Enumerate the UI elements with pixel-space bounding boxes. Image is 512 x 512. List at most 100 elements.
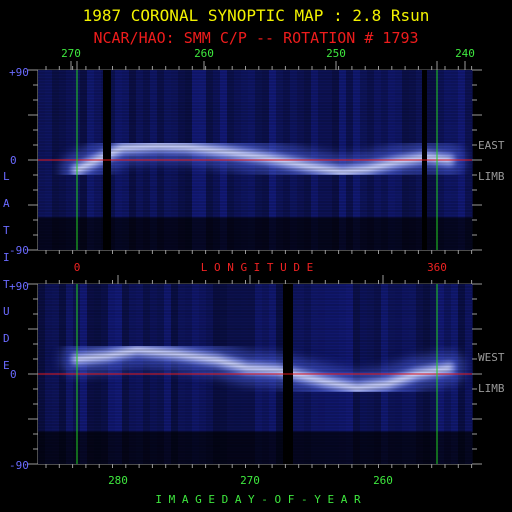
bottom-axis-label-0: 0 <box>74 261 81 274</box>
heatmap-column <box>66 70 74 218</box>
heatmap-column <box>374 70 382 218</box>
latitude-letter: E <box>3 359 10 372</box>
heatmap-column-shadow <box>311 217 319 250</box>
latitude-letter: I <box>3 251 10 264</box>
heatmap-column <box>367 70 375 218</box>
heatmap-column <box>374 284 382 432</box>
heatmap-column-shadow <box>45 431 53 464</box>
heatmap-column <box>388 284 396 432</box>
heatmap-column-shadow <box>283 217 291 250</box>
heatmap-column-shadow <box>143 217 151 250</box>
side-label-west: WEST <box>478 351 505 364</box>
heatmap-column-shadow <box>388 431 396 464</box>
heatmap-column <box>360 284 368 432</box>
heatmap-column-shadow <box>437 431 445 464</box>
heatmap-column-shadow <box>52 217 60 250</box>
y-tick-label-zero: 0 <box>10 154 17 167</box>
streamer-core <box>74 143 452 175</box>
heatmap-column-shadow <box>297 431 305 464</box>
heatmap-column-shadow <box>241 217 249 250</box>
y-tick-label-top: +90 <box>9 280 29 293</box>
heatmap-column-shadow <box>136 431 144 464</box>
side-label-limb: LIMB <box>478 170 505 183</box>
heatmap-column-shadow <box>164 431 172 464</box>
heatmap-column-shadow <box>409 431 417 464</box>
heatmap-column-shadow <box>241 431 249 464</box>
latitude-axis-label: L A T I T U D E <box>3 170 10 372</box>
heatmap-column <box>325 70 333 218</box>
heatmap-column-shadow <box>388 217 396 250</box>
heatmap-column <box>311 70 319 218</box>
heatmap-column-shadow <box>465 217 473 250</box>
heatmap-column-shadow <box>346 217 354 250</box>
heatmap-column <box>332 284 340 432</box>
heatmap-column-shadow <box>395 431 403 464</box>
heatmap-column-shadow <box>122 217 130 250</box>
heatmap-column <box>381 284 389 432</box>
day-of-year-axis-label: I M A G E D A Y - O F - Y E A R <box>155 493 361 506</box>
heatmap-column-shadow <box>269 217 277 250</box>
heatmap-column-shadow <box>374 217 382 250</box>
heatmap-column-shadow <box>108 431 116 464</box>
heatmap-column-shadow <box>164 217 172 250</box>
heatmap-column-shadow <box>409 217 417 250</box>
day-axis-label-260: 260 <box>373 474 393 487</box>
heatmap-column <box>465 284 473 432</box>
heatmap-column-shadow <box>80 431 88 464</box>
latitude-letter: T <box>3 278 10 291</box>
heatmap-column-shadow <box>192 217 200 250</box>
chart-subtitle: NCAR/HAO: SMM C/P -- ROTATION # 1793 <box>93 29 418 47</box>
bottom-axis-label-360: 360 <box>427 261 447 274</box>
heatmap-column-shadow <box>185 217 193 250</box>
heatmap-column-shadow <box>59 431 67 464</box>
heatmap-column-shadow <box>66 217 74 250</box>
heatmap-column-shadow <box>115 431 123 464</box>
heatmap-column-shadow <box>220 431 228 464</box>
top-axis-label-240: 240 <box>455 47 475 60</box>
heatmap-column-shadow <box>395 217 403 250</box>
y-tick-label-bottom: -90 <box>9 244 29 257</box>
heatmap-column-shadow <box>150 431 158 464</box>
heatmap-column-shadow <box>325 431 333 464</box>
heatmap-column-shadow <box>381 217 389 250</box>
heatmap-column-shadow <box>451 431 459 464</box>
heatmap-column-shadow <box>360 217 368 250</box>
heatmap-column-shadow <box>38 431 46 464</box>
heatmap-column <box>339 70 347 218</box>
heatmap-column-shadow <box>458 431 466 464</box>
heatmap-column <box>395 70 403 218</box>
y-tick-label-bottom: -90 <box>9 459 29 472</box>
heatmap-column-shadow <box>213 217 221 250</box>
heatmap-column-shadow <box>115 217 123 250</box>
heatmap-column-shadow <box>38 217 46 250</box>
heatmap-column-shadow <box>318 217 326 250</box>
heatmap-column <box>45 284 53 432</box>
heatmap-column-shadow <box>192 431 200 464</box>
heatmap-column <box>395 284 403 432</box>
latitude-letter: U <box>3 305 10 318</box>
heatmap-column-shadow <box>332 217 340 250</box>
heatmap-column-shadow <box>234 217 242 250</box>
heatmap-column-shadow <box>402 431 410 464</box>
heatmap-column <box>38 284 46 432</box>
heatmap-column-shadow <box>339 431 347 464</box>
heatmap-column <box>52 70 60 218</box>
heatmap-column <box>80 70 88 218</box>
heatmap-column <box>52 284 60 432</box>
heatmap-column <box>311 284 319 432</box>
heatmap-column-shadow <box>318 431 326 464</box>
heatmap-column-shadow <box>143 431 151 464</box>
heatmap-column-shadow <box>185 431 193 464</box>
heatmap-column-shadow <box>66 431 74 464</box>
heatmap-column-shadow <box>227 217 235 250</box>
heatmap-column-shadow <box>122 431 130 464</box>
top-axis-label-270: 270 <box>61 47 81 60</box>
heatmap-column-shadow <box>199 431 207 464</box>
heatmap-column-shadow <box>423 431 431 464</box>
heatmap-column <box>297 284 305 432</box>
heatmap-column-shadow <box>255 217 263 250</box>
heatmap-column-shadow <box>269 431 277 464</box>
heatmap-column <box>367 284 375 432</box>
heatmap-column-shadow <box>234 431 242 464</box>
